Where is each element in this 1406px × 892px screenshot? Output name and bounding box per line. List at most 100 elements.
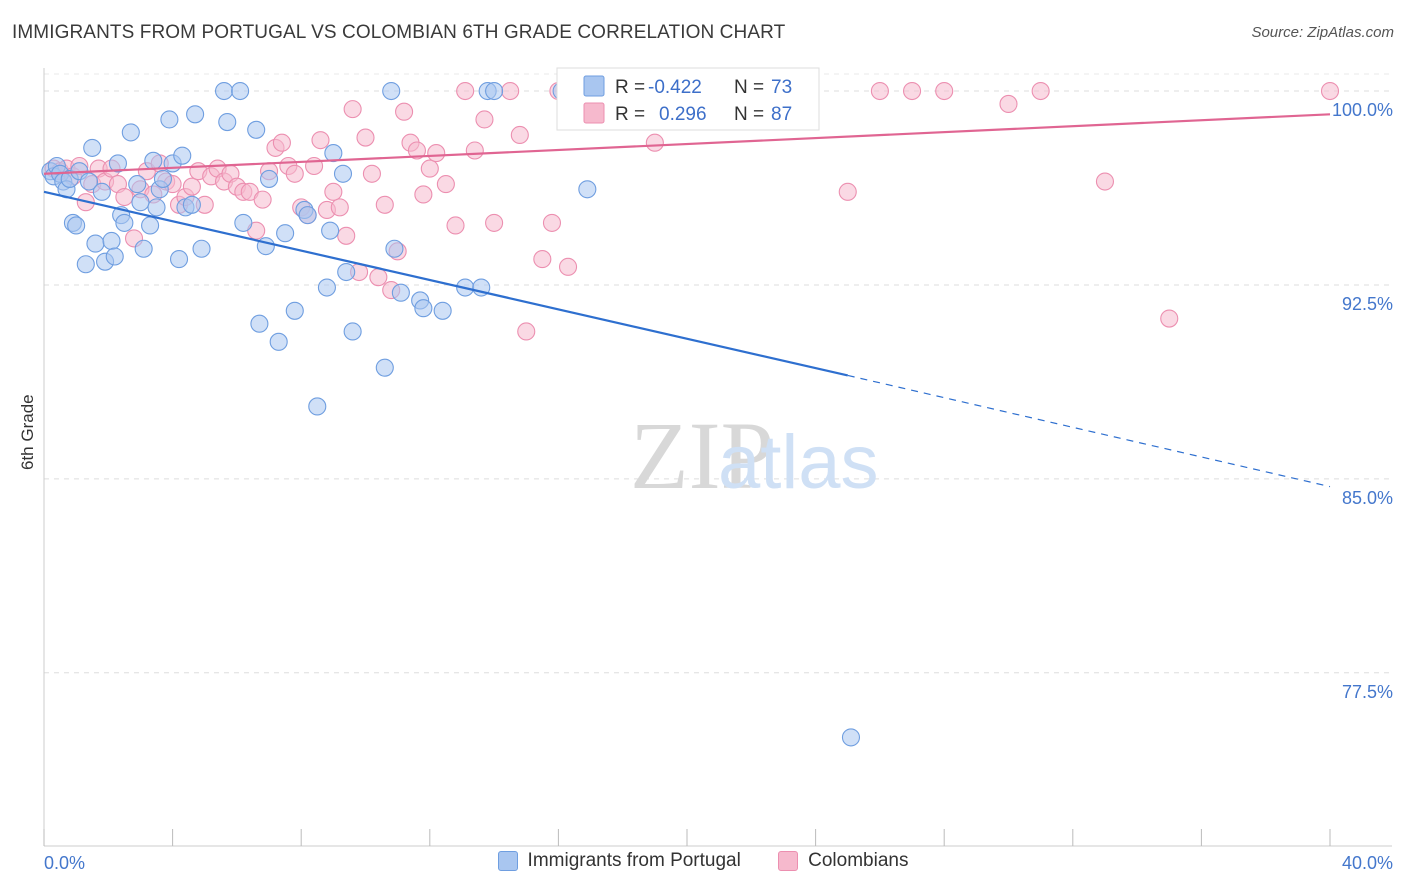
stats-n-label-portugal: N = [734,77,764,98]
stats-r-value-portugal: -0.422 [648,77,702,98]
portugal-point [144,151,163,170]
colombian-point [414,185,433,204]
x-tick-label: 0.0% [44,853,85,873]
portugal-point [259,169,279,188]
colombian-point [1095,172,1114,191]
colombian-point [1160,309,1179,328]
colombian-point [485,213,504,232]
colombian-point [337,226,356,245]
colombian-point [427,144,446,163]
stats-n-value-colombian: 87 [771,104,792,125]
colombian-point [1320,81,1340,101]
portugal-point [382,81,401,101]
portugal-point [83,138,102,157]
colombian-point [369,268,388,287]
tick-labels: 100.0% 92.5% 85.0% 77.5% 0.0% 40.0% [44,100,1393,873]
portugal-point [182,195,201,214]
portugal-point [414,299,433,318]
trend-lines [43,113,1331,488]
stats-swatch-portugal [583,75,605,97]
watermark-zip: ZIP [630,402,774,509]
portugal-point [218,113,237,132]
portugal-point [333,164,353,183]
stats-legend: R = -0.422 N = 73 R = 0.296 N = 87 [556,67,820,131]
portugal-point [86,234,105,253]
portugal-point [169,250,189,269]
portugal-point [147,198,166,217]
stats-n-value-portugal: 73 [771,77,792,98]
legend-label-colombian: Colombians [808,850,909,871]
portugal-point [115,213,134,232]
portugal-point [433,301,452,320]
colombian-point [407,141,426,160]
colombian-trend-line [43,113,1331,175]
portugal-point [391,283,410,302]
colombian-point [330,198,349,217]
portugal-point [186,105,205,124]
portugal-point [192,239,211,258]
portugal-point [247,120,266,139]
colombian-point [999,94,1018,114]
portugal-point [276,224,295,243]
x-tick-label: 40.0% [1342,853,1393,873]
portugal-point [385,239,404,258]
stats-r-label-portugal: R = [615,77,645,98]
colombian-point [645,133,664,152]
colombian-point [902,81,922,101]
portugal-points [41,81,861,747]
colombian-point [356,128,375,147]
portugal-point [160,110,179,129]
legend-swatch-portugal [497,851,518,871]
colombian-point [324,182,343,201]
colombian-point [343,100,362,119]
colombian-point [1031,81,1050,101]
portugal-point [67,216,86,235]
portugal-point [321,221,340,240]
portugal-point [131,193,150,212]
y-tick-label: 100.0% [1332,100,1393,120]
y-tick-label: 92.5% [1342,294,1393,314]
portugal-point [485,81,504,101]
portugal-point [128,175,147,194]
colombian-point [935,81,954,101]
colombian-point [253,190,272,209]
portugal-point [337,262,356,282]
portugal-point [317,278,336,297]
legend-item-portugal: Immigrants from Portugal [497,850,741,872]
portugal-point [153,169,173,188]
portugal-point [231,81,250,101]
colombian-point [272,133,291,152]
colombian-point [465,141,484,160]
portugal-point [108,154,127,173]
legend-swatch-colombian [778,851,799,871]
colombian-point [285,164,304,183]
portugal-point [214,81,234,101]
stats-swatch-colombian [583,102,605,124]
portugal-point [105,247,124,266]
source-label: Source: ZipAtlas.com [1251,24,1394,41]
y-tick-label: 77.5% [1342,682,1393,702]
portugal-point [324,144,343,163]
watermark-atlas: atlas [718,420,879,505]
y-tick-label: 85.0% [1342,488,1393,508]
colombian-point [311,131,330,150]
portugal-point [234,213,253,232]
portugal-point [308,397,327,416]
portugal-point [285,301,304,320]
portugal-point [250,314,269,333]
colombian-point [436,175,455,194]
series-legend: Immigrants from Portugal Colombians [0,850,1406,877]
stats-r-label-colombian: R = [615,104,645,125]
colombian-point [870,81,889,101]
legend-item-colombian: Colombians [778,850,908,872]
colombian-point [115,187,134,207]
colombian-point [517,322,536,341]
colombian-point [533,250,552,269]
colombian-point [446,216,465,235]
colombian-point [362,164,381,183]
portugal-point [76,255,95,274]
portugal-point [841,728,861,747]
portugal-point [141,216,160,235]
colombian-point [420,159,439,178]
